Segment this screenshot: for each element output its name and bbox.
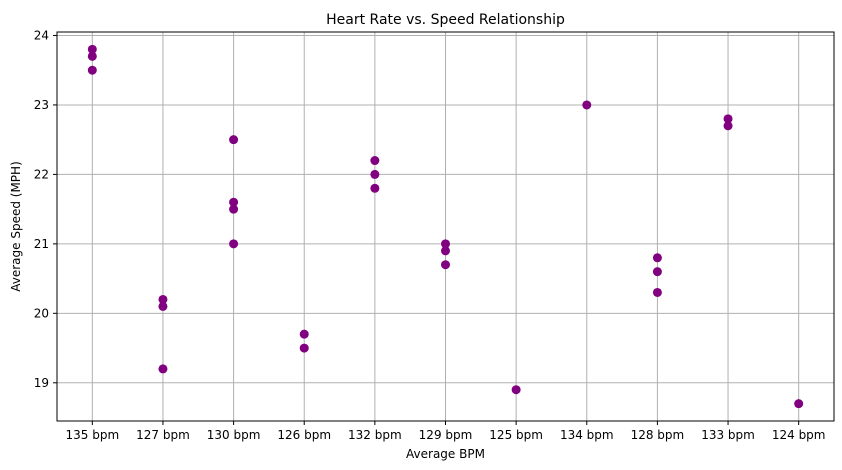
x-tick-label: 129 bpm <box>419 428 473 442</box>
data-point <box>158 301 168 311</box>
y-tick-label: 22 <box>34 167 49 181</box>
data-point <box>299 343 309 353</box>
data-point <box>229 197 239 207</box>
data-points <box>87 44 804 409</box>
x-tick-label: 133 bpm <box>701 428 755 442</box>
data-point <box>723 114 733 124</box>
data-point <box>370 156 380 166</box>
data-point <box>370 169 380 179</box>
data-point <box>158 294 168 304</box>
data-point <box>441 246 450 256</box>
data-point <box>229 239 239 249</box>
data-point <box>158 364 168 374</box>
data-point <box>511 385 521 395</box>
data-point <box>652 267 662 277</box>
x-tick-label: 126 bpm <box>277 428 331 442</box>
data-point <box>87 65 97 75</box>
data-point <box>229 135 239 145</box>
data-point <box>652 253 662 263</box>
y-tick-label: 23 <box>34 98 49 112</box>
y-tick-label: 19 <box>34 376 49 390</box>
y-tick-label: 24 <box>34 28 49 42</box>
data-point <box>723 121 733 131</box>
x-tick-label: 124 bpm <box>772 428 826 442</box>
y-axis-title: Average Speed (MPH) <box>9 161 23 292</box>
x-tick-label: 125 bpm <box>489 428 543 442</box>
x-axis-title: Average BPM <box>406 447 485 461</box>
chart-title: Heart Rate vs. Speed Relationship <box>326 12 565 28</box>
data-point <box>229 204 239 214</box>
data-point <box>87 51 97 61</box>
data-point <box>87 44 97 54</box>
data-point <box>582 100 592 110</box>
data-point <box>441 260 450 270</box>
axis-ticks: 135 bpm 127 bpm 130 bpm 126 bpm 132 bpm 129 b… <box>34 28 826 442</box>
data-point <box>441 239 450 249</box>
data-point <box>299 329 309 339</box>
y-tick-label: 20 <box>34 306 49 320</box>
x-tick-label: 135 bpm <box>65 428 119 442</box>
x-tick-label: 132 bpm <box>348 428 402 442</box>
data-point <box>370 183 380 193</box>
x-tick-label: 130 bpm <box>207 428 261 442</box>
y-tick-label: 21 <box>34 237 49 251</box>
x-tick-label: 127 bpm <box>136 428 190 442</box>
data-point <box>652 287 662 297</box>
data-point <box>794 399 804 409</box>
x-tick-label: 128 bpm <box>631 428 685 442</box>
x-tick-label: 134 bpm <box>560 428 614 442</box>
